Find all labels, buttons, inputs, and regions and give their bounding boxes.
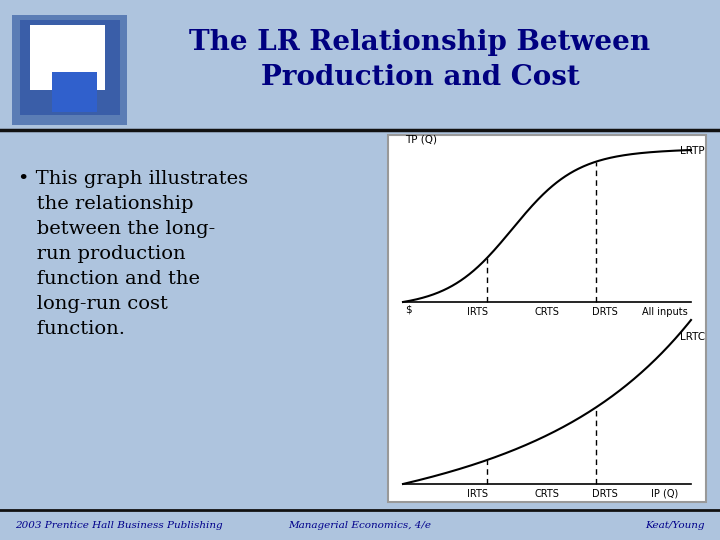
Bar [12, 15, 127, 125]
Text: All inputs: All inputs [642, 307, 688, 317]
Text: DRTS: DRTS [592, 307, 618, 317]
Text: DRTS: DRTS [592, 489, 618, 499]
Text: • This graph illustrates
   the relationship
   between the long-
   run product: • This graph illustrates the relationshi… [18, 170, 248, 338]
Text: 2003 Prentice Hall Business Publishing: 2003 Prentice Hall Business Publishing [15, 521, 222, 530]
Text: TP (Q): TP (Q) [405, 135, 437, 145]
Bar [30, 25, 105, 90]
Text: $: $ [405, 305, 412, 315]
Text: CRTS: CRTS [534, 489, 559, 499]
Text: IP (Q): IP (Q) [652, 489, 679, 499]
Text: IRTS: IRTS [467, 307, 488, 317]
Bar [52, 72, 97, 112]
Text: CRTS: CRTS [534, 307, 559, 317]
Bar [388, 135, 706, 502]
Text: The LR Relationship Between
Production and Cost: The LR Relationship Between Production a… [189, 29, 651, 91]
Text: LRTC: LRTC [680, 332, 705, 342]
Text: LRTP: LRTP [680, 146, 704, 156]
Bar [20, 20, 120, 115]
Text: Managerial Economics, 4/e: Managerial Economics, 4/e [289, 521, 431, 530]
Text: IRTS: IRTS [467, 489, 488, 499]
Text: Keat/Young: Keat/Young [646, 521, 705, 530]
